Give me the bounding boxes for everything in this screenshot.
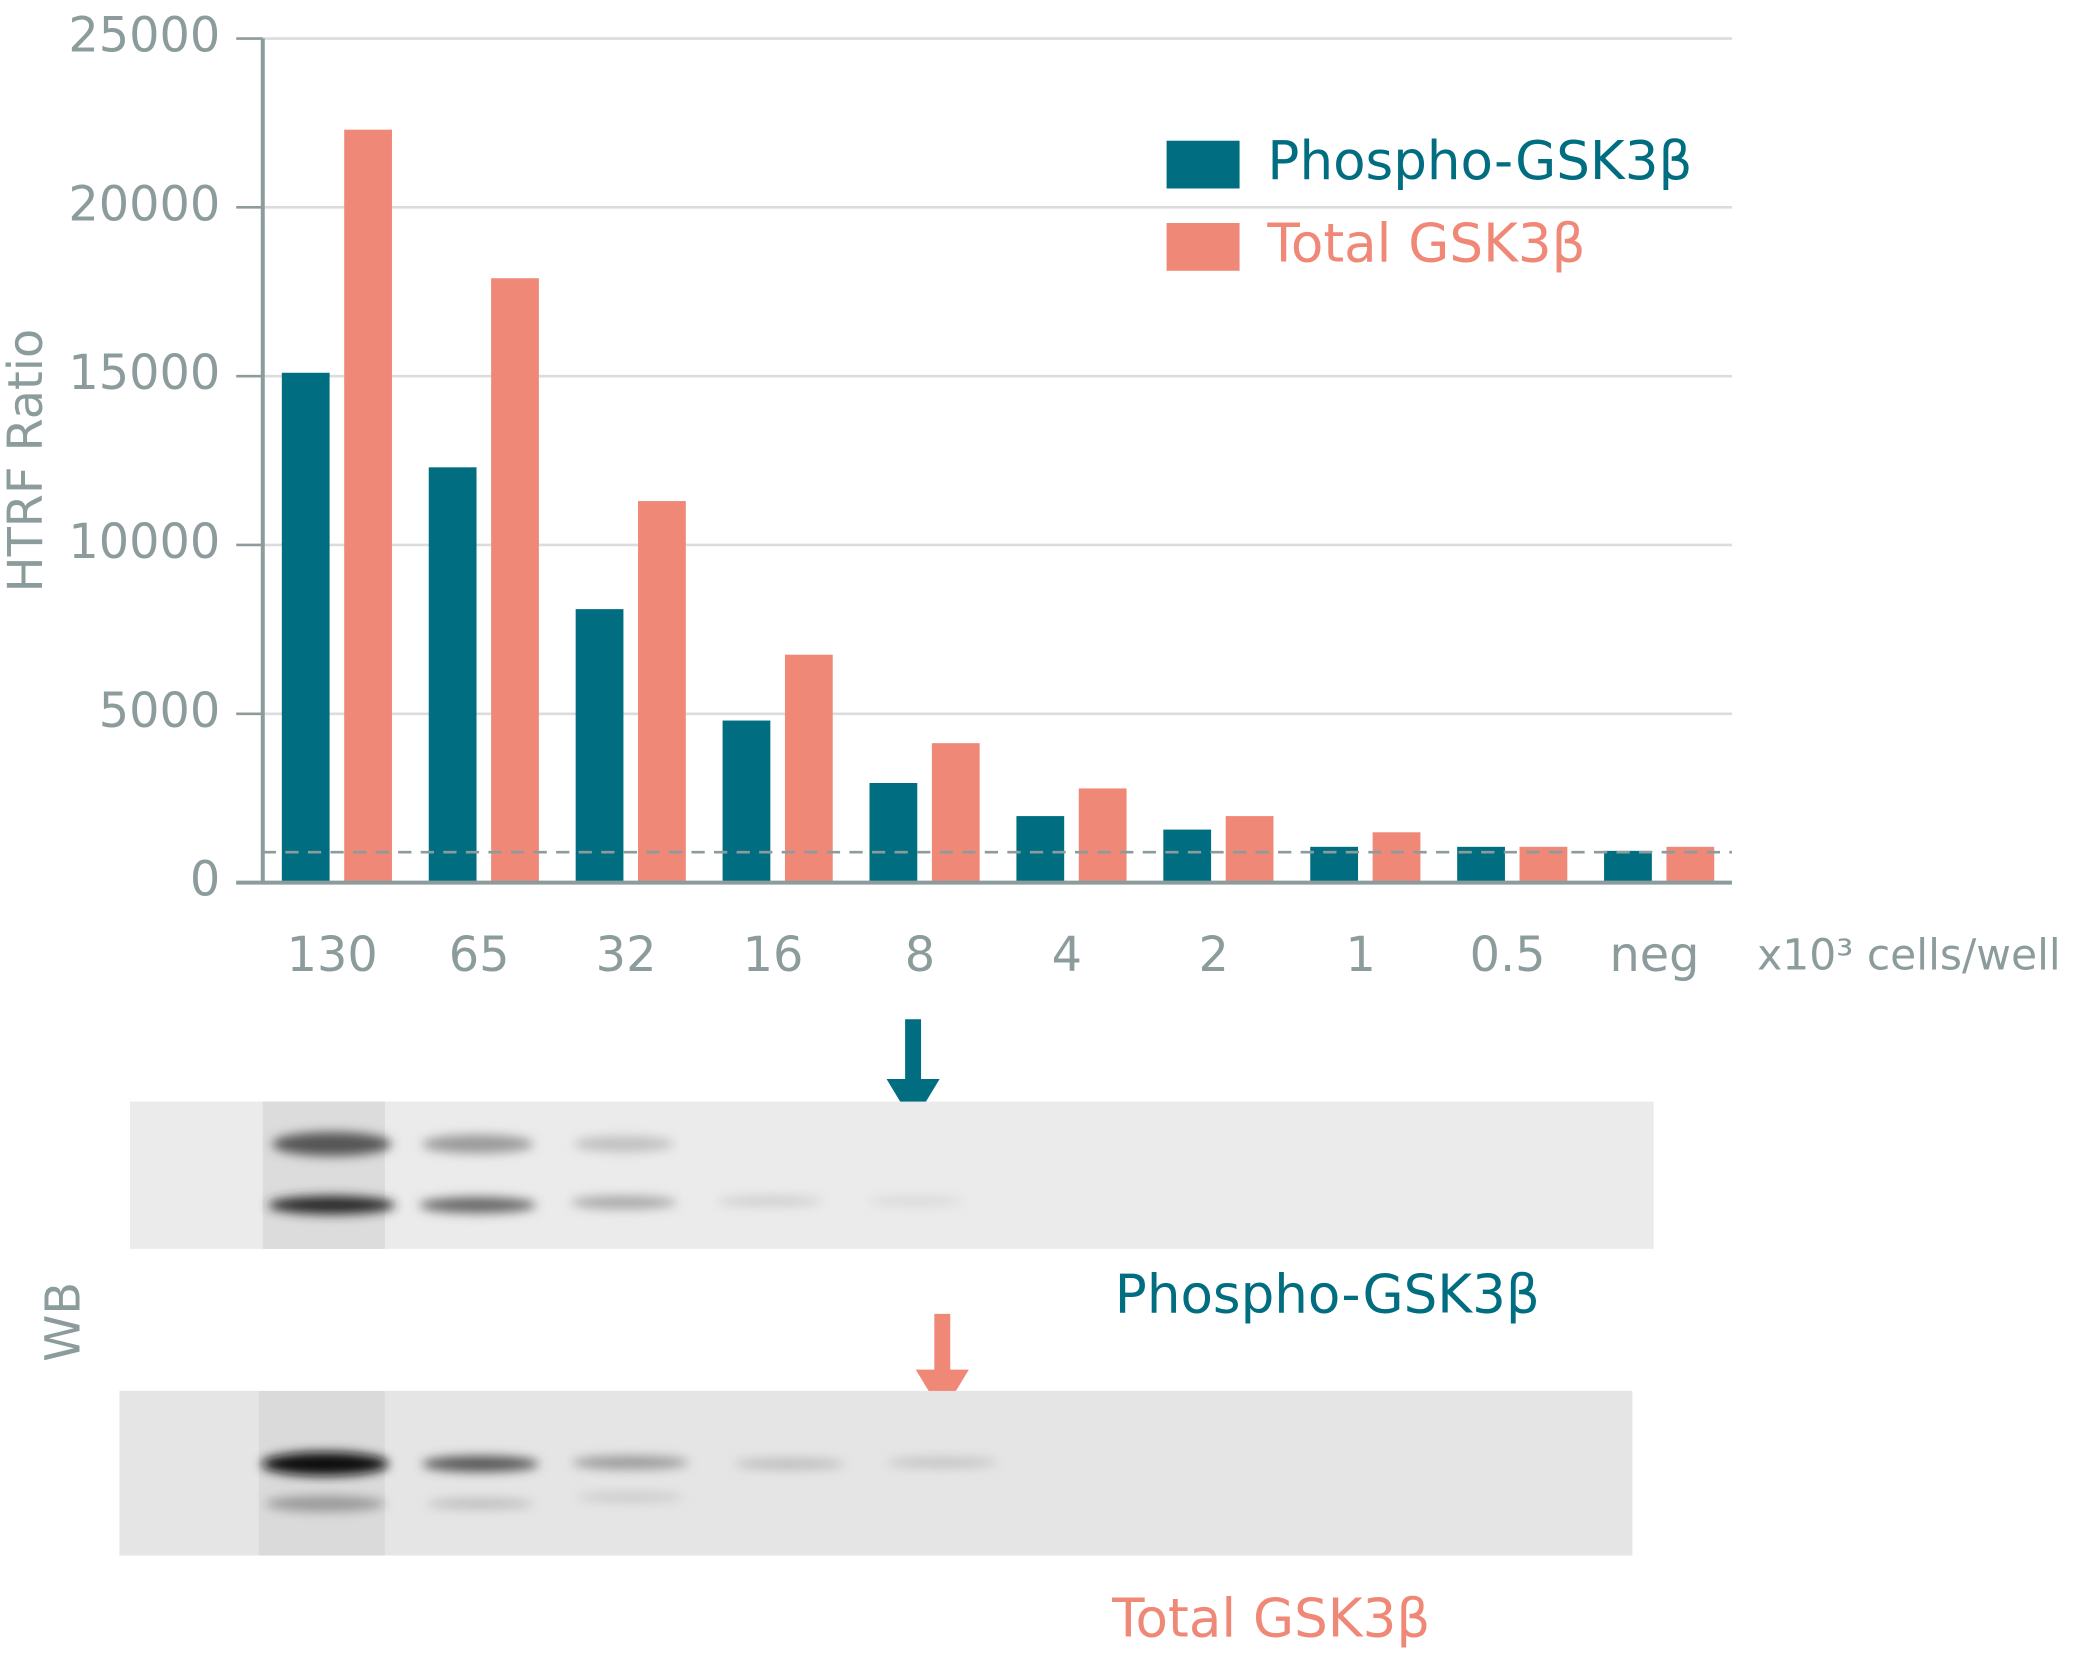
bar	[281, 372, 330, 883]
bar	[1604, 850, 1652, 883]
x-tick-label: 8	[905, 928, 935, 983]
arrow	[915, 1313, 969, 1414]
x-tick-label: 16	[743, 928, 804, 983]
y-tick-label: 0	[190, 853, 220, 908]
plot: 0 5000 10000 15000 20000 25000 130 65 32 16 8 4 2 1 0.…	[68, 9, 1732, 983]
blot-label: Phospho-GSK3β	[1115, 1264, 1540, 1326]
arrow	[886, 1019, 940, 1123]
bar	[1372, 832, 1421, 883]
bar	[491, 278, 539, 883]
x-tick-label: 4	[1052, 928, 1082, 983]
x-tick-label: 130	[287, 928, 378, 983]
bar	[1078, 788, 1127, 883]
bar	[1016, 816, 1065, 883]
bar	[575, 609, 624, 883]
legend-label: Phospho-GSK3β	[1267, 130, 1692, 192]
blot-image	[119, 1390, 1633, 1556]
bar	[931, 743, 980, 883]
bar	[1225, 816, 1274, 883]
blot-label: Total GSK3β	[1111, 1587, 1430, 1649]
y-axis-label: HTRF Ratio	[0, 329, 54, 593]
bar	[344, 129, 392, 883]
bar	[869, 782, 918, 883]
x-tick-label: 32	[596, 928, 657, 983]
blot-image	[130, 1101, 1654, 1249]
wb-label: WB	[36, 1282, 91, 1362]
bar	[1163, 829, 1212, 883]
x-unit-label: x10³ cells/well	[1757, 932, 2061, 981]
bar	[428, 467, 477, 883]
x-tick-label: 65	[449, 928, 510, 983]
bar	[784, 654, 833, 883]
x-tick-label: neg	[1610, 928, 1700, 983]
y-tick-label: 20000	[68, 177, 220, 232]
y-tick-label: 10000	[68, 515, 220, 570]
legend-swatch	[1166, 140, 1240, 189]
y-tick-label: 5000	[99, 684, 221, 739]
x-tick-label: 0.5	[1470, 928, 1546, 983]
bar	[722, 720, 771, 883]
legend-label: Total GSK3β	[1266, 213, 1585, 275]
bar	[638, 501, 686, 883]
x-tick-label: 1	[1345, 928, 1375, 983]
x-tick-label: 2	[1199, 928, 1229, 983]
y-tick-label: 25000	[68, 9, 220, 64]
y-tick-label: 15000	[68, 346, 220, 401]
legend-swatch	[1166, 222, 1240, 271]
